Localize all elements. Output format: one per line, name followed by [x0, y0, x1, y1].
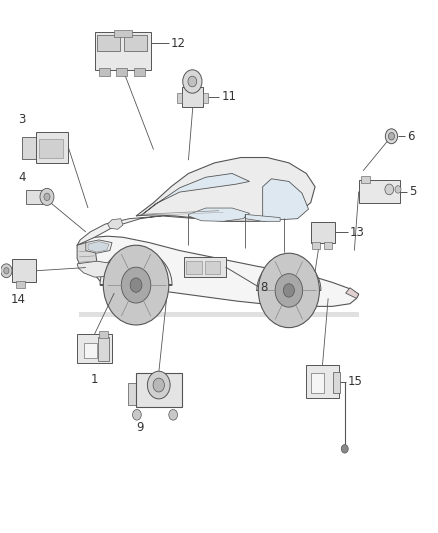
Text: 13: 13	[350, 226, 365, 239]
Text: 12: 12	[171, 37, 186, 50]
Circle shape	[153, 378, 164, 392]
Text: 1: 1	[91, 373, 98, 386]
FancyBboxPatch shape	[21, 138, 37, 159]
Polygon shape	[136, 158, 315, 221]
Text: 14: 14	[11, 293, 26, 306]
FancyBboxPatch shape	[124, 35, 148, 51]
FancyBboxPatch shape	[311, 222, 335, 243]
Polygon shape	[257, 259, 321, 290]
Circle shape	[169, 409, 177, 420]
Circle shape	[40, 188, 54, 205]
FancyBboxPatch shape	[134, 68, 145, 76]
Polygon shape	[79, 312, 359, 317]
Circle shape	[188, 76, 197, 87]
Circle shape	[1, 264, 12, 278]
Polygon shape	[77, 213, 245, 245]
FancyBboxPatch shape	[177, 93, 182, 103]
FancyBboxPatch shape	[117, 68, 127, 76]
Circle shape	[395, 185, 401, 193]
FancyBboxPatch shape	[114, 30, 132, 37]
FancyBboxPatch shape	[306, 366, 339, 398]
FancyBboxPatch shape	[182, 87, 203, 107]
FancyBboxPatch shape	[136, 373, 182, 407]
Text: 4: 4	[18, 171, 25, 183]
FancyBboxPatch shape	[359, 180, 400, 203]
Circle shape	[341, 445, 348, 453]
Text: 15: 15	[348, 375, 363, 389]
Circle shape	[389, 133, 395, 140]
Polygon shape	[100, 249, 172, 285]
Circle shape	[4, 268, 9, 274]
FancyBboxPatch shape	[16, 281, 25, 288]
FancyBboxPatch shape	[26, 190, 43, 204]
FancyBboxPatch shape	[311, 373, 324, 393]
FancyBboxPatch shape	[98, 337, 109, 361]
Circle shape	[121, 267, 151, 303]
FancyBboxPatch shape	[324, 241, 332, 249]
FancyBboxPatch shape	[12, 259, 35, 282]
Circle shape	[183, 70, 202, 93]
FancyBboxPatch shape	[95, 31, 151, 70]
Text: 3: 3	[18, 112, 25, 126]
Polygon shape	[88, 241, 109, 252]
Circle shape	[275, 273, 303, 307]
Text: 6: 6	[407, 130, 414, 143]
Circle shape	[258, 253, 319, 328]
FancyBboxPatch shape	[361, 176, 370, 182]
Polygon shape	[141, 173, 250, 216]
FancyBboxPatch shape	[205, 261, 220, 274]
Polygon shape	[245, 214, 280, 221]
Polygon shape	[77, 236, 359, 306]
FancyBboxPatch shape	[332, 372, 340, 393]
Circle shape	[385, 129, 398, 144]
FancyBboxPatch shape	[184, 257, 226, 277]
Circle shape	[385, 184, 394, 195]
FancyBboxPatch shape	[186, 261, 201, 274]
Text: 8: 8	[261, 281, 268, 294]
FancyBboxPatch shape	[84, 343, 97, 358]
FancyBboxPatch shape	[99, 332, 108, 338]
FancyBboxPatch shape	[99, 68, 110, 76]
FancyBboxPatch shape	[312, 241, 320, 249]
Polygon shape	[77, 243, 97, 266]
Polygon shape	[263, 179, 308, 221]
FancyBboxPatch shape	[128, 383, 137, 405]
Polygon shape	[77, 261, 121, 277]
Polygon shape	[346, 288, 359, 298]
FancyBboxPatch shape	[77, 334, 112, 364]
Circle shape	[103, 245, 169, 325]
Circle shape	[148, 371, 170, 399]
Polygon shape	[108, 219, 123, 229]
Circle shape	[130, 278, 142, 292]
FancyBboxPatch shape	[203, 93, 208, 103]
FancyBboxPatch shape	[97, 35, 120, 51]
Text: 5: 5	[409, 185, 416, 198]
Text: 9: 9	[137, 421, 144, 434]
Circle shape	[133, 409, 141, 420]
FancyBboxPatch shape	[39, 139, 63, 158]
Polygon shape	[86, 240, 112, 253]
Circle shape	[283, 284, 294, 297]
Polygon shape	[188, 208, 250, 221]
Circle shape	[44, 193, 50, 200]
FancyBboxPatch shape	[35, 132, 68, 163]
Text: 11: 11	[221, 91, 236, 103]
